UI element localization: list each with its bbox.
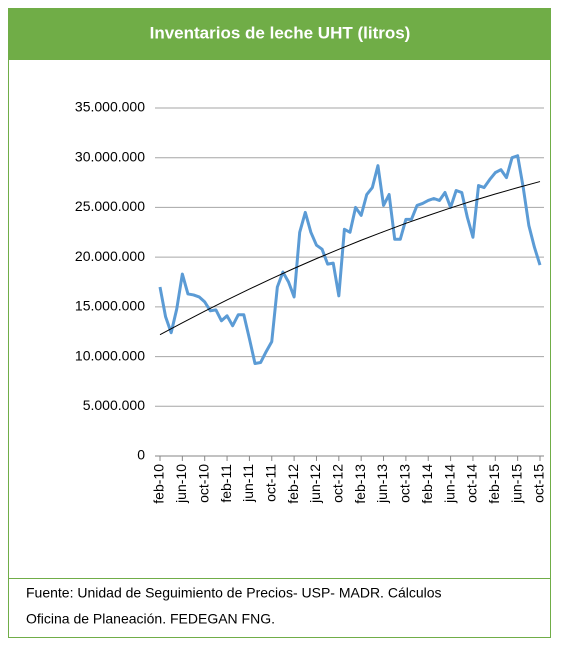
- x-tick-label: feb-15: [486, 464, 502, 504]
- footer-text: Oficina de Planeación. FEDEGAN FNG.: [26, 611, 275, 627]
- x-tick-label: oct-11: [262, 464, 278, 502]
- y-tick-label: 30.000.000: [75, 148, 145, 164]
- chart-title: Inventarios de leche UHT (litros): [150, 23, 411, 42]
- x-tick-label: jun-14: [441, 464, 457, 504]
- trend-line: [159, 181, 541, 336]
- frame: [8, 8, 551, 638]
- x-tick-label: oct-12: [330, 464, 346, 503]
- x-tick-label: feb-13: [352, 464, 368, 504]
- y-tick-label: 25.000.000: [75, 198, 145, 214]
- x-tick-label: jun-15: [508, 464, 524, 504]
- x-tick-label: feb-10: [151, 464, 167, 504]
- y-tick-label: 5.000.000: [83, 397, 145, 413]
- x-tick-label: jun-11: [240, 464, 256, 503]
- x-tick-label: oct-14: [464, 464, 480, 503]
- x-tick-label: jun-10: [173, 464, 189, 504]
- x-tick-label: oct-10: [195, 464, 211, 503]
- header-bar: [8, 8, 551, 60]
- x-tick-label: oct-15: [531, 464, 547, 503]
- y-tick-label: 15.000.000: [75, 298, 145, 314]
- y-tick-label: 20.000.000: [75, 248, 145, 264]
- y-tick-label: 10.000.000: [75, 347, 145, 363]
- y-tick-label: 35.000.000: [75, 99, 145, 115]
- x-tick-label: feb-11: [218, 464, 234, 503]
- x-tick-label: feb-14: [419, 464, 435, 504]
- data-line: [158, 154, 542, 366]
- x-tick-label: feb-12: [285, 464, 301, 504]
- x-tick-label: oct-13: [397, 464, 413, 503]
- x-tick-label: jun-13: [374, 464, 390, 504]
- x-tick-label: jun-12: [307, 464, 323, 504]
- y-tick-label: 0: [137, 447, 145, 463]
- footer-text: Fuente: Unidad de Seguimiento de Precios…: [26, 585, 442, 601]
